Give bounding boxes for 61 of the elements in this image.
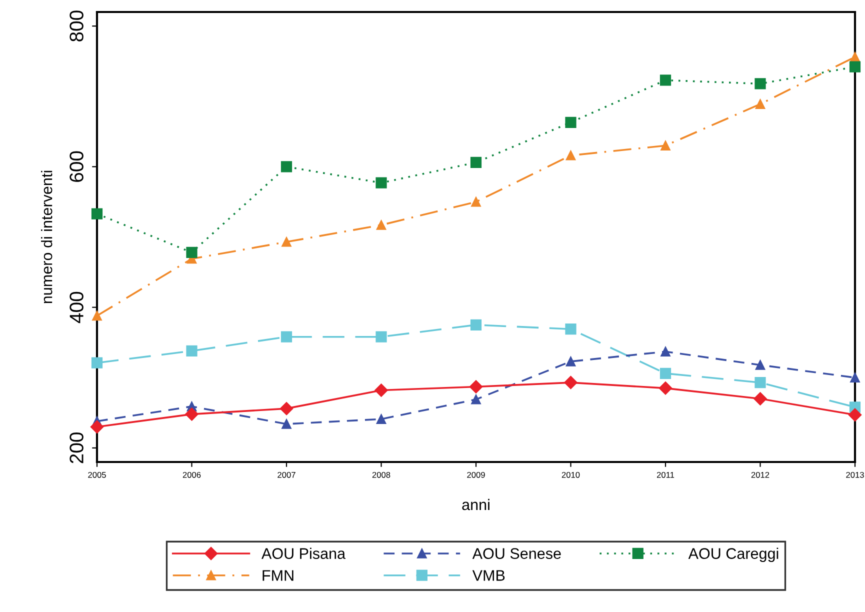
x-axis-title: anni (462, 498, 490, 510)
x-tick-label: 2005 (88, 472, 106, 478)
y-axis-title: numero di interventi (41, 170, 52, 304)
x-tick-label: 2012 (751, 472, 770, 478)
point (280, 161, 292, 172)
point (91, 357, 103, 368)
point (565, 116, 576, 128)
point (186, 246, 198, 258)
point (280, 331, 292, 342)
point (470, 319, 482, 330)
legend-label: VMB (472, 570, 505, 581)
point (185, 408, 198, 421)
point (470, 156, 482, 168)
y-tick-label: 200 (70, 432, 84, 464)
x-tick-label: 2013 (846, 472, 864, 478)
point (374, 384, 388, 397)
point (282, 237, 292, 247)
point (660, 140, 670, 150)
point (280, 402, 294, 416)
point (376, 220, 386, 230)
point (471, 196, 481, 207)
point (755, 99, 766, 109)
point (565, 324, 576, 335)
point (754, 376, 766, 388)
y-tick-label: 400 (70, 292, 84, 324)
point (566, 150, 576, 160)
point (92, 310, 102, 321)
point (660, 74, 672, 86)
legend-label: AOU Careggi (688, 548, 778, 562)
point (566, 356, 576, 366)
point (91, 208, 103, 220)
point (658, 382, 672, 395)
point (755, 360, 766, 370)
point (754, 78, 766, 90)
x-tick-label: 2009 (467, 472, 485, 478)
point (376, 177, 387, 188)
x-tick-label: 2010 (562, 472, 580, 478)
y-tick-label: 800 (70, 10, 84, 42)
point (376, 414, 386, 424)
point (469, 380, 483, 394)
point (850, 52, 860, 62)
x-tick-label: 2006 (182, 472, 201, 478)
point (850, 372, 860, 382)
point (849, 61, 861, 72)
point (471, 394, 481, 404)
point (754, 392, 767, 406)
point (282, 419, 292, 429)
legend-label: FMN (262, 570, 294, 581)
point (186, 345, 198, 356)
y-tick-label: 600 (70, 151, 84, 182)
legend-label: AOU Pisana (261, 548, 346, 559)
legend-label: AOU Senese (472, 548, 561, 559)
point (90, 420, 104, 434)
point (564, 376, 578, 390)
point (848, 408, 862, 422)
x-tick-label: 2008 (372, 472, 390, 478)
point (660, 346, 670, 356)
x-tick-label: 2007 (278, 472, 296, 478)
x-tick-label: 2011 (656, 472, 674, 478)
point (376, 331, 387, 342)
point (660, 368, 672, 379)
